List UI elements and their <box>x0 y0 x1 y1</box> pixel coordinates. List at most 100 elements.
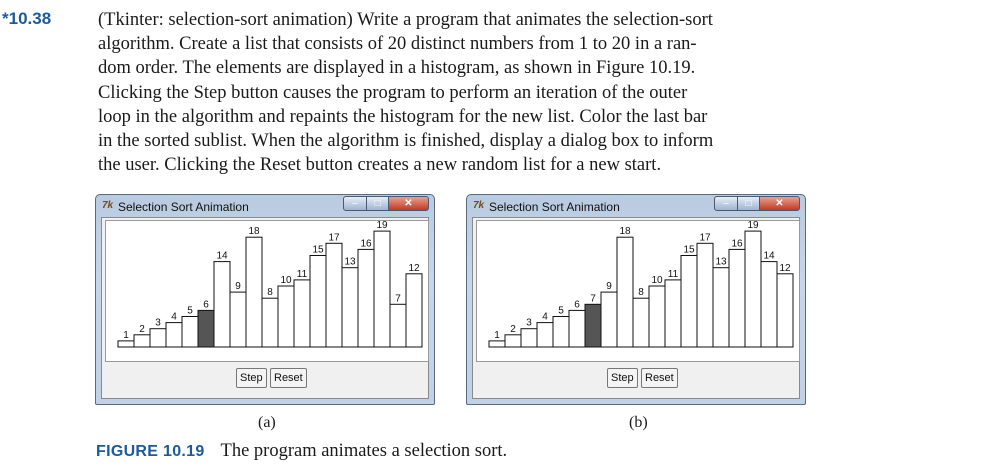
bar-value-label: 2 <box>510 324 516 335</box>
maximize-icon[interactable]: □ <box>738 196 760 211</box>
histogram-bar <box>584 303 602 348</box>
histogram-bar <box>712 267 730 348</box>
exercise-line: in the sorted sublist. When the algorith… <box>98 131 714 152</box>
exercise-line: the user. Clicking the Reset button crea… <box>98 155 662 176</box>
histogram-bar <box>552 316 570 348</box>
histogram-bar <box>744 230 762 348</box>
histogram-bar <box>648 285 666 348</box>
exercise-line: dom order. The elements are displayed in… <box>98 58 696 79</box>
histogram-canvas: 1 2 3 4 5 6 14 9 18 8 10 11 15 17 13 16 19 7 12 <box>105 220 429 362</box>
bar-value-label: 4 <box>171 312 177 323</box>
bar-value-label: 13 <box>344 257 356 268</box>
histogram-bar <box>213 261 231 348</box>
histogram-bar <box>341 267 359 348</box>
window-title: Selection Sort Animation <box>118 200 249 214</box>
step-button[interactable]: Step <box>236 368 267 388</box>
exercise-line: loop in the algorithm and repaints the h… <box>98 106 708 127</box>
bar-value-label: 1 <box>123 330 129 341</box>
histogram-bar <box>373 230 391 348</box>
bar-value-label: 18 <box>619 226 631 237</box>
subcaption-b: (b) <box>629 414 648 431</box>
bar-value-label: 19 <box>747 221 759 231</box>
bar-value-label: 17 <box>699 232 711 243</box>
histogram-canvas: 1 2 3 4 5 6 7 9 18 8 10 11 15 17 13 16 19 14 12 <box>476 220 800 362</box>
bar-value-label: 5 <box>187 306 193 317</box>
tk-feather-icon: 7k <box>102 200 114 211</box>
histogram-bar <box>728 248 746 348</box>
window-controls: – □ ✕ <box>714 196 800 212</box>
bar-value-label: 3 <box>526 318 532 329</box>
bar-value-label: 15 <box>312 245 324 256</box>
histogram-bar <box>696 242 714 348</box>
reset-button[interactable]: Reset <box>270 368 307 388</box>
bar-value-label: 6 <box>574 299 580 310</box>
bar-value-label: 14 <box>763 251 775 262</box>
tk-feather-icon: 7k <box>473 200 485 211</box>
minimize-icon[interactable]: – <box>714 196 738 211</box>
histogram-bar <box>165 322 183 348</box>
bar-value-label: 16 <box>731 238 743 249</box>
subcaption-a: (a) <box>258 414 276 431</box>
close-icon[interactable]: ✕ <box>760 196 800 211</box>
bar-value-label: 11 <box>297 269 308 280</box>
window-controls: – □ ✕ <box>343 196 429 212</box>
bar-value-label: 15 <box>683 245 695 256</box>
bar-value-label: 8 <box>267 287 273 298</box>
histogram-bar <box>325 242 343 348</box>
bar-value-label: 8 <box>638 287 644 298</box>
exercise-line: (Tkinter: selection-sort animation) Writ… <box>98 10 713 30</box>
histogram-bar <box>389 303 407 348</box>
histogram-bar <box>277 285 295 348</box>
minimize-icon[interactable]: – <box>343 196 367 211</box>
histogram-bar <box>488 340 506 348</box>
window-client-area: 1 2 3 4 5 6 7 9 18 8 10 11 15 17 13 16 19 14 12 Step Reset <box>472 217 800 399</box>
bar-value-label: 5 <box>558 306 564 317</box>
button-row: Step Reset <box>102 368 428 390</box>
bar-value-label: 9 <box>606 281 612 292</box>
figure-label: FIGURE 10.19 <box>96 443 205 460</box>
bar-value-label: 12 <box>408 263 420 274</box>
bar-value-label: 9 <box>235 281 241 292</box>
histogram-bar <box>664 279 682 348</box>
histogram-bar <box>405 273 423 348</box>
close-icon[interactable]: ✕ <box>389 196 429 211</box>
bar-value-label: 11 <box>668 269 679 280</box>
bar-value-label: 1 <box>494 330 500 341</box>
exercise-text: (Tkinter: selection-sort animation) Writ… <box>98 8 743 177</box>
bar-value-label: 10 <box>280 275 292 286</box>
bar-value-label: 7 <box>395 293 401 304</box>
histogram-bar <box>504 334 522 348</box>
histogram-bar <box>600 291 618 348</box>
histogram-bar <box>520 328 538 348</box>
step-button[interactable]: Step <box>607 368 638 388</box>
histogram-bar <box>293 279 311 348</box>
figure-caption: FIGURE 10.19 The program animates a selec… <box>96 441 507 462</box>
histogram-bar <box>568 309 586 348</box>
histogram-bar <box>309 255 327 348</box>
bar-value-label: 17 <box>328 232 340 243</box>
bar-value-label: 6 <box>203 299 209 310</box>
histogram-bar <box>229 291 247 348</box>
histogram-bar <box>149 328 167 348</box>
bar-value-label: 16 <box>360 238 372 249</box>
histogram-bar <box>117 340 135 348</box>
histogram-bar <box>616 236 634 348</box>
histogram-bar <box>261 297 279 348</box>
bar-value-label: 18 <box>248 226 260 237</box>
exercise-line: Clicking the Step button causes the prog… <box>98 82 688 103</box>
exercise-number: *10.38 <box>2 9 52 28</box>
bar-value-label: 7 <box>590 293 596 304</box>
figure-text: The program animates a selection sort. <box>220 441 508 461</box>
histogram-bar <box>357 248 375 348</box>
maximize-icon[interactable]: □ <box>367 196 389 211</box>
bar-value-label: 14 <box>216 251 228 262</box>
histogram-bar <box>197 309 215 348</box>
histogram-bar <box>536 322 554 348</box>
histogram-bar <box>133 334 151 348</box>
exercise-line: algorithm. Create a list that consists o… <box>98 34 697 55</box>
reset-button[interactable]: Reset <box>641 368 678 388</box>
histogram-bar <box>760 261 778 348</box>
